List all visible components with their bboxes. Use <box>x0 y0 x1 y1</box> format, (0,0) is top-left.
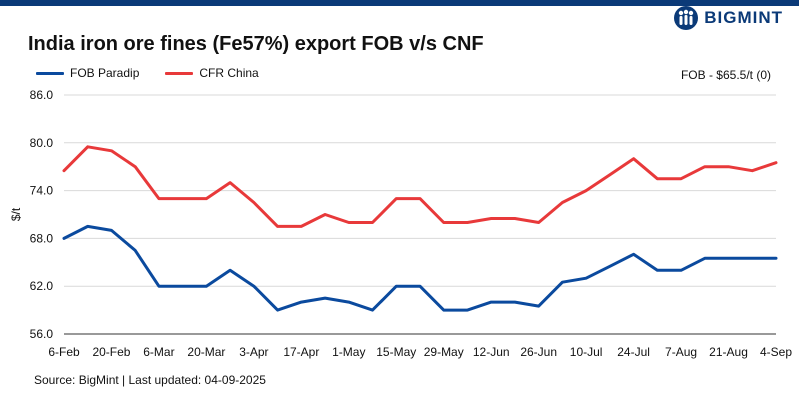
y-tick-label: 74.0 <box>30 184 54 198</box>
x-tick-label: 6-Mar <box>143 345 174 359</box>
y-tick-label: 56.0 <box>30 327 54 341</box>
x-tick-label: 12-Jun <box>473 345 510 359</box>
x-tick-label: 3-Apr <box>239 345 268 359</box>
legend-swatch-cfr <box>165 71 194 75</box>
x-tick-label: 29-May <box>424 345 464 359</box>
x-tick-label: 10-Jul <box>570 345 603 359</box>
x-tick-label: 24-Jul <box>617 345 650 359</box>
legend-swatch-fob <box>36 71 64 75</box>
chart-legend: FOB Paradip CFR China <box>36 66 259 80</box>
series-line-fob-paradip <box>62 224 778 312</box>
x-tick-label: 20-Mar <box>187 345 225 359</box>
legend-item-fob: FOB Paradip <box>36 66 139 80</box>
y-tick-label: 68.0 <box>30 231 54 245</box>
x-tick-label: 26-Jun <box>520 345 557 359</box>
y-axis-label: $/t <box>9 207 23 221</box>
y-tick-label: 62.0 <box>30 279 54 293</box>
series-line-cfr-china <box>62 145 778 228</box>
x-tick-label: 20-Feb <box>92 345 130 359</box>
x-tick-label: 1-May <box>332 345 365 359</box>
source-note: Source: BigMint | Last updated: 04-09-20… <box>34 373 266 387</box>
legend-label-cfr: CFR China <box>199 66 259 80</box>
x-tick-label: 21-Aug <box>709 345 748 359</box>
x-tick-label: 7-Aug <box>665 345 697 359</box>
bigmint-logo-icon <box>674 6 699 30</box>
x-tick-label: 17-Apr <box>283 345 319 359</box>
x-tick-label: 6-Feb <box>48 345 80 359</box>
legend-label-fob: FOB Paradip <box>70 66 140 80</box>
top-accent-bar <box>0 0 799 6</box>
x-tick-label: 15-May <box>376 345 416 359</box>
fob-price-note: FOB - $65.5/t (0) <box>680 68 771 82</box>
brand-name: BIGMINT <box>704 8 783 27</box>
x-tick-label: 4-Sep <box>760 345 792 359</box>
brand-logo: BIGMINT <box>673 5 783 31</box>
y-tick-label: 80.0 <box>30 136 54 150</box>
chart-title: India iron ore fines (Fe57%) export FOB … <box>28 33 484 55</box>
legend-item-cfr: CFR China <box>165 66 259 80</box>
y-tick-label: 86.0 <box>30 88 54 102</box>
